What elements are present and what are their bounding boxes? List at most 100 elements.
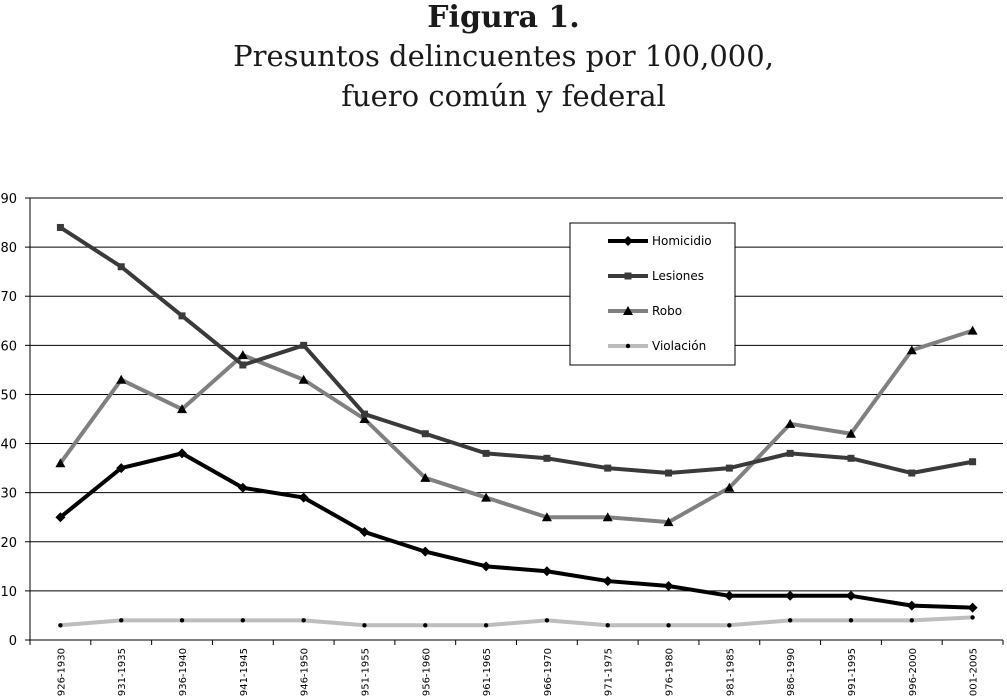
data-point [544, 618, 550, 623]
x-tick-label: 1986-1990 [786, 648, 797, 697]
legend-marker [623, 306, 633, 315]
x-tick-label: 1966-1970 [543, 648, 554, 697]
x-tick-label: 1961-1965 [482, 648, 493, 697]
legend-label: Violación [652, 339, 706, 353]
y-tick-label: 0 [9, 634, 17, 649]
data-point [785, 418, 796, 428]
data-point [604, 464, 612, 472]
x-tick-label: 2001-2005 [969, 648, 980, 697]
data-point [605, 623, 610, 628]
axes [25, 197, 1004, 645]
data-point [119, 618, 124, 623]
x-tick-label: 1941-1945 [239, 648, 250, 697]
series-line [59, 451, 973, 610]
legend-marker [623, 236, 633, 246]
data-point [423, 623, 428, 628]
data-point [298, 374, 309, 384]
data-point [543, 454, 551, 462]
data-point [724, 482, 735, 492]
series-line [58, 328, 974, 525]
y-tick-label: 10 [0, 585, 17, 600]
legend-marker [624, 272, 632, 280]
x-tick-label: 1951-1955 [360, 648, 371, 697]
x-tick-label: 1926-1930 [56, 648, 67, 697]
data-point [58, 623, 63, 628]
data-point [845, 428, 856, 438]
series-violación [58, 615, 975, 628]
data-point [666, 623, 671, 628]
x-tick-label: 1991-1995 [847, 648, 858, 697]
data-point [359, 526, 370, 537]
data-point [177, 404, 188, 414]
data-point [786, 449, 794, 457]
data-point [237, 350, 248, 360]
data-point [482, 449, 490, 457]
data-point [56, 223, 64, 231]
legend-label: Robo [652, 304, 682, 318]
x-tick-label: 1996-2000 [908, 648, 919, 697]
y-tick-label: 40 [0, 438, 17, 453]
x-tick-label: 1936-1940 [178, 648, 189, 697]
data-point [420, 472, 431, 482]
legend-entry: Robo [608, 304, 682, 318]
y-tick-label: 90 [0, 192, 17, 207]
data-point [665, 469, 673, 477]
y-tick-labels: 0 10 20 30 40 50 60 70 80 90 [0, 192, 17, 649]
data-point [298, 492, 309, 503]
series-line [59, 225, 973, 476]
data-point [55, 512, 66, 523]
data-point [117, 263, 125, 271]
legend-label: Lesiones [652, 269, 704, 283]
data-point [785, 590, 796, 601]
x-tick-label: 1931-1935 [117, 648, 128, 697]
data-point [359, 414, 370, 423]
data-point [970, 615, 975, 620]
data-point [483, 623, 489, 628]
data-point [602, 576, 613, 587]
data-point [724, 590, 735, 601]
series-lines [55, 223, 978, 628]
legend-box [569, 222, 736, 366]
data-point [177, 448, 188, 459]
data-point [481, 561, 492, 572]
data-point [178, 312, 186, 320]
figure-label: Figura 1. [427, 0, 580, 35]
data-point [237, 482, 248, 493]
legend-label: Homicidio [652, 234, 712, 248]
data-point [908, 469, 916, 477]
data-point [602, 512, 613, 522]
data-point [847, 454, 855, 462]
series-robo [55, 325, 978, 527]
legend-entry: Homicidio [608, 234, 712, 248]
data-point [239, 361, 247, 369]
data-point [481, 492, 492, 502]
data-point [541, 566, 552, 577]
y-tick-label: 80 [0, 241, 17, 256]
figure-title-line-2: fuero común y federal [341, 79, 666, 113]
data-point [969, 458, 977, 466]
figure-title-block: Figura 1. Presuntos delincuentes por 100… [0, 0, 1007, 116]
data-point [362, 623, 367, 628]
data-point [116, 463, 127, 474]
data-point [240, 618, 246, 623]
data-point [301, 618, 306, 623]
data-point [541, 512, 552, 522]
data-point [179, 618, 185, 623]
data-point [909, 618, 914, 623]
grid-lines [30, 197, 1003, 592]
series-homicidio [55, 448, 978, 613]
y-tick-label: 20 [0, 536, 17, 551]
data-point [727, 623, 732, 628]
y-tick-label: 30 [0, 487, 17, 502]
figure-title-line-1: Presuntos delincuentes por 100,000, [233, 39, 774, 73]
legend-entry: Lesiones [608, 269, 704, 283]
data-point [848, 618, 854, 623]
x-tick-label: 1981-1985 [725, 648, 736, 697]
data-point [663, 517, 674, 527]
data-point [421, 430, 429, 438]
series-lesiones [56, 223, 977, 477]
data-point [300, 341, 308, 349]
x-tick-label: 1971-1975 [604, 648, 615, 697]
data-point [845, 590, 856, 601]
